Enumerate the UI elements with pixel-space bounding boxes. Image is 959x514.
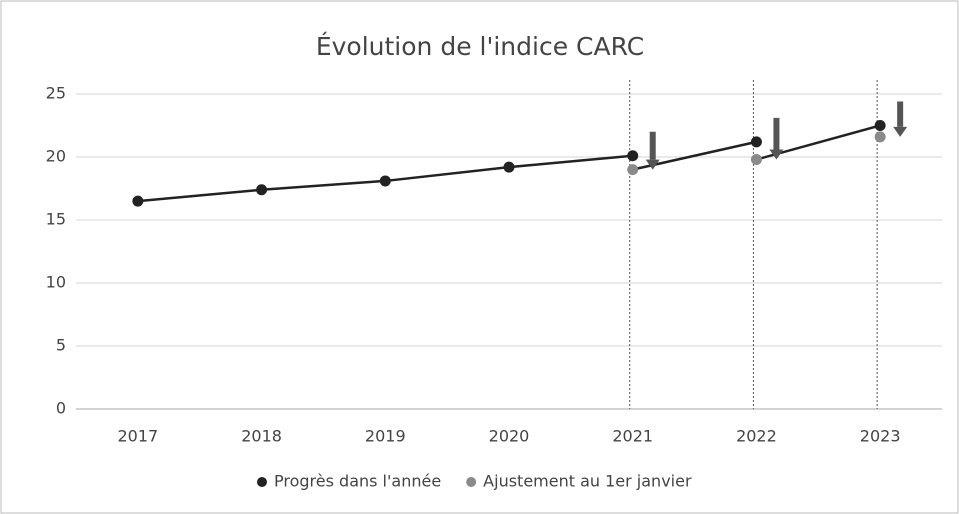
legend-marker	[257, 477, 267, 487]
x-tick-label: 2018	[241, 427, 282, 446]
point	[627, 150, 639, 162]
legend-label: Ajustement au 1er janvier	[483, 472, 692, 491]
line-segment	[508, 154, 633, 169]
point	[874, 131, 886, 143]
point	[256, 184, 268, 196]
legend-marker	[466, 477, 477, 487]
x-tick-label: 2020	[489, 427, 530, 446]
arrow-head	[769, 149, 784, 160]
arrow-shaft	[897, 101, 904, 127]
x-tick-label: 2017	[117, 427, 158, 446]
x-tick-label: 2021	[612, 427, 653, 446]
arrow-head	[645, 159, 660, 170]
x-tick-label: 2023	[860, 427, 901, 446]
point	[750, 154, 762, 166]
x-tick-label: 2019	[365, 427, 406, 446]
arrow-shaft	[773, 117, 780, 150]
point	[750, 136, 762, 148]
y-tick-label: 0	[56, 399, 66, 418]
line-segment	[385, 165, 510, 183]
point	[874, 120, 886, 131]
x-tick-label: 2022	[736, 427, 777, 446]
y-tick-label: 15	[46, 210, 66, 229]
chart-title: Évolution de l'indice CARC	[316, 32, 644, 61]
point	[627, 164, 639, 176]
y-tick-label: 10	[46, 273, 66, 292]
point	[132, 195, 144, 207]
y-tick-label: 25	[46, 84, 66, 103]
y-tick-label: 5	[56, 336, 66, 355]
y-tick-label: 20	[46, 147, 66, 166]
point	[379, 175, 391, 187]
line-segment	[261, 179, 386, 192]
line-segment	[137, 188, 262, 203]
point	[503, 161, 515, 173]
legend-label: Progrès dans l'année	[274, 472, 441, 491]
arrow-shaft	[649, 131, 656, 160]
arrow-head	[893, 126, 908, 137]
